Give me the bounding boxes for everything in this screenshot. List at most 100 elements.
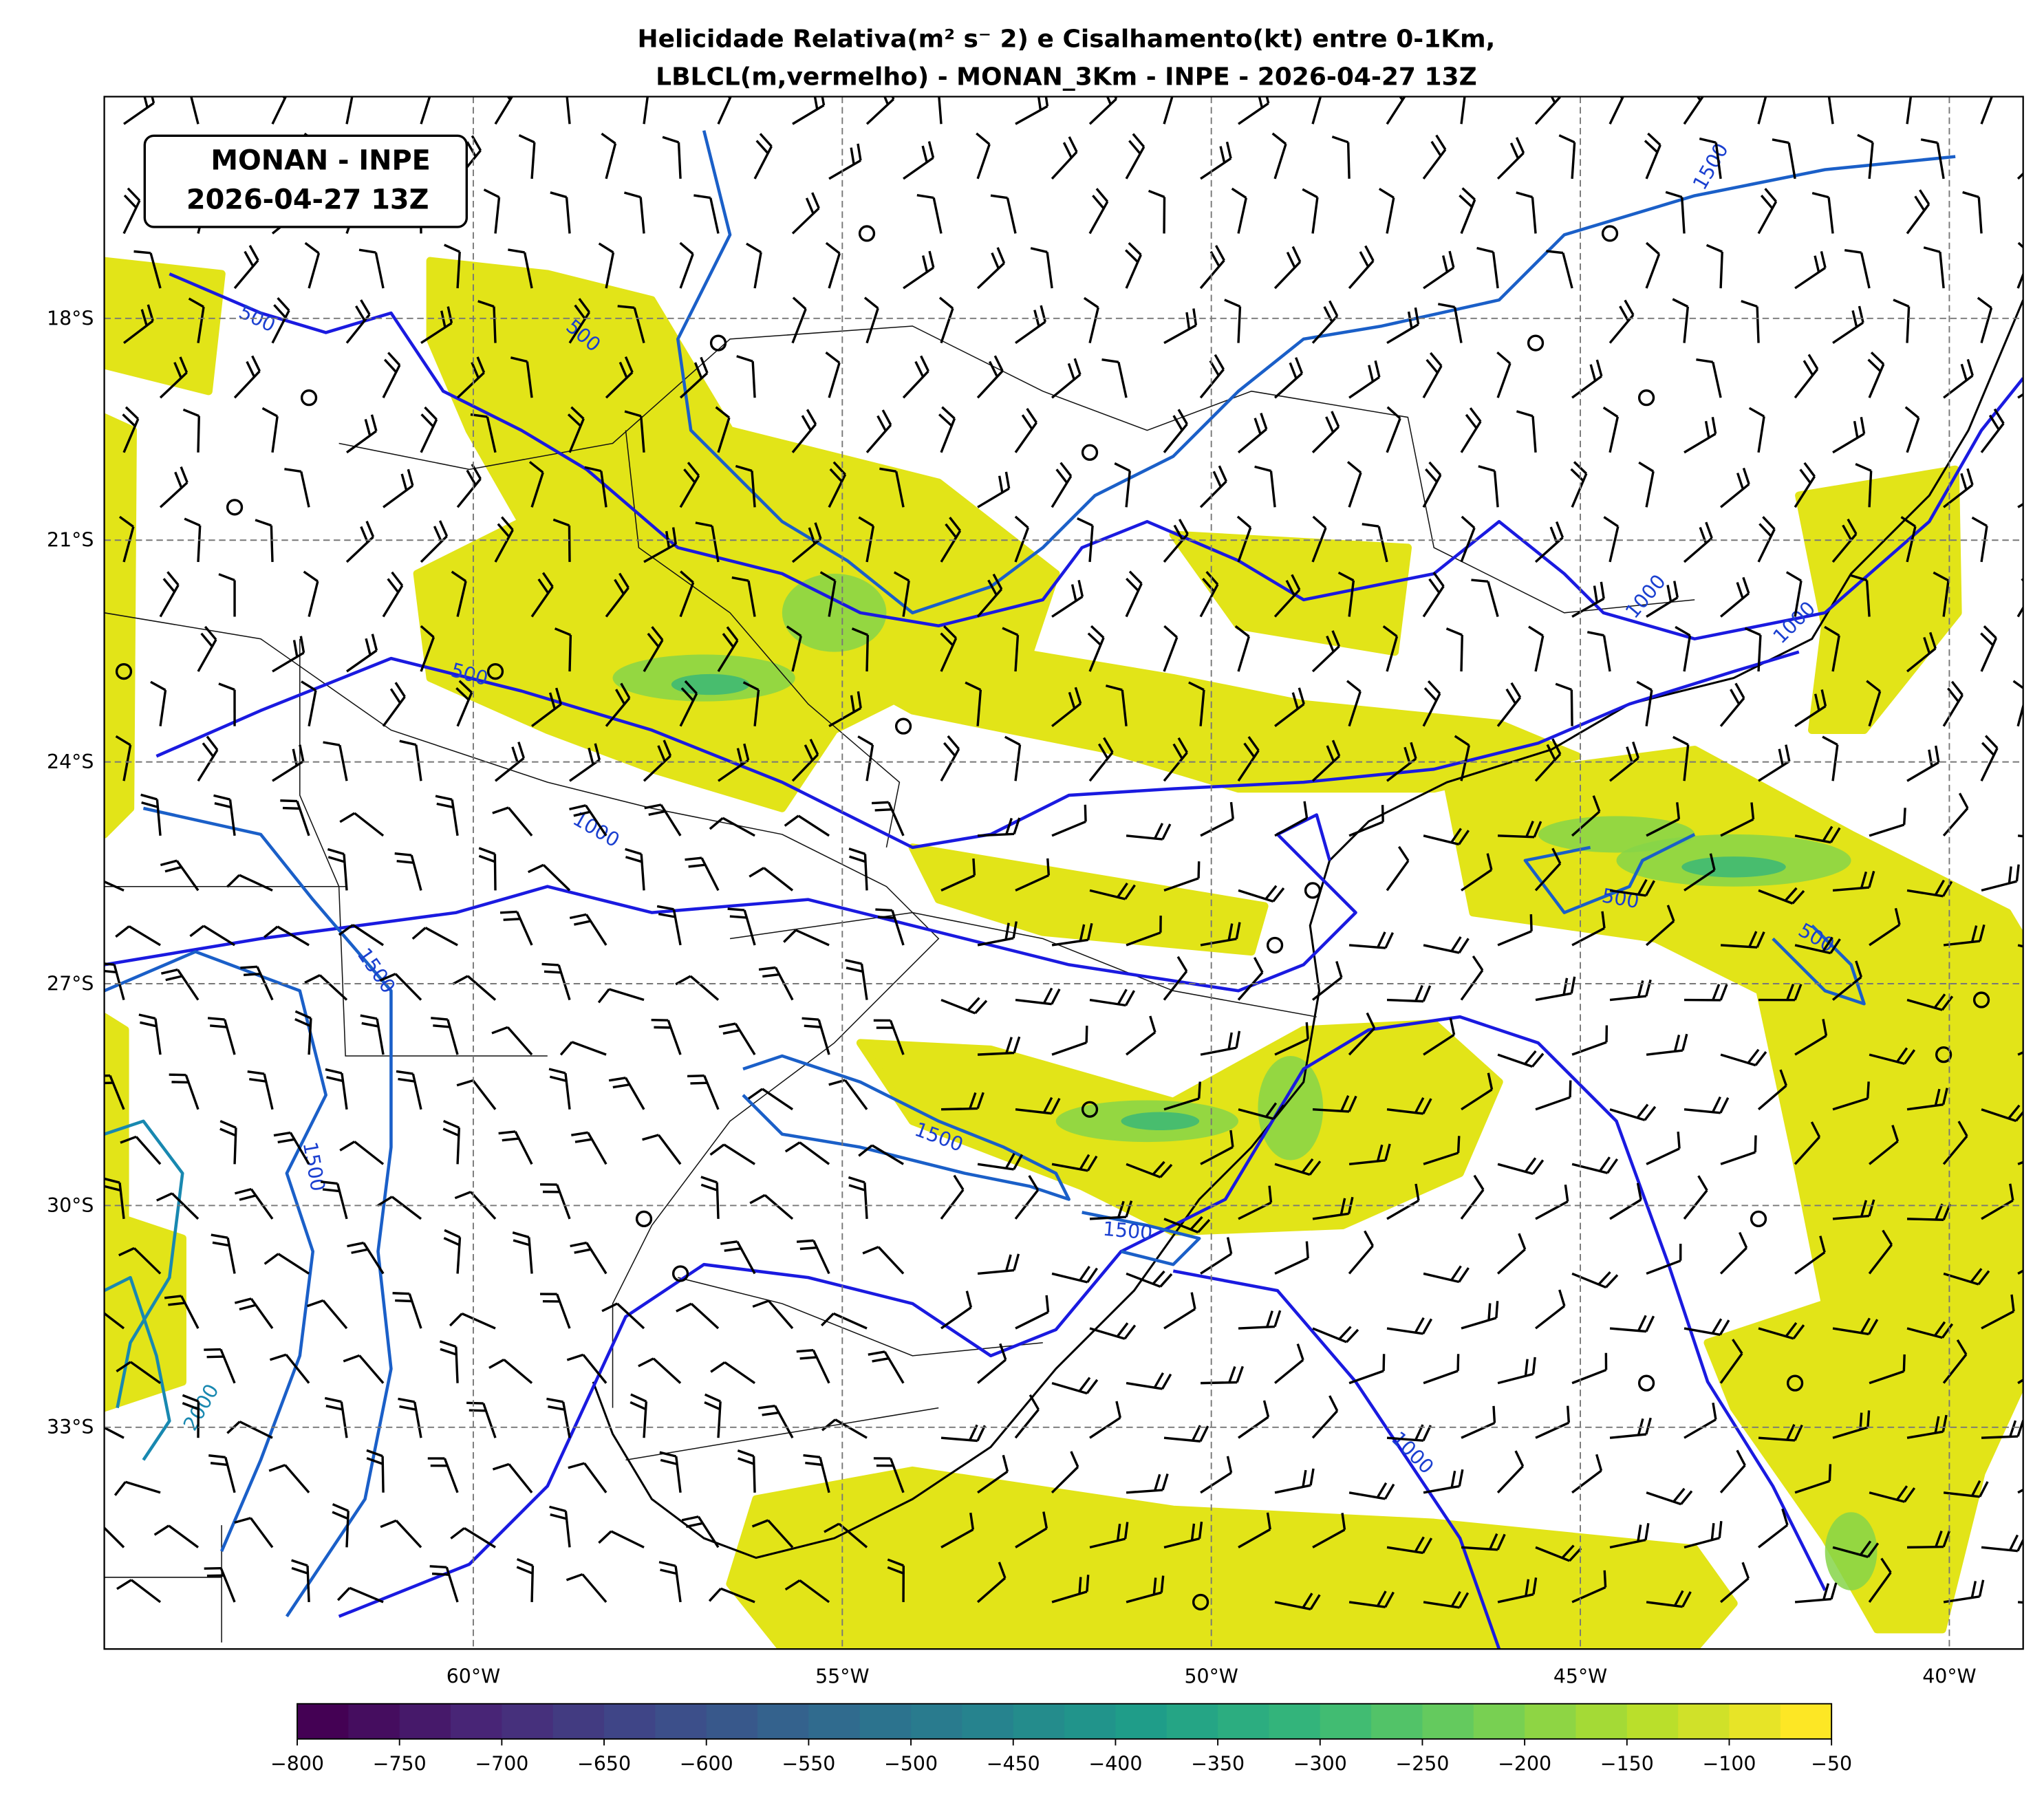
wind-barb bbox=[643, 639, 664, 672]
wind-barb bbox=[1163, 423, 1188, 453]
wind-barb bbox=[118, 515, 134, 528]
wind-barb bbox=[1154, 823, 1164, 839]
wind-barb bbox=[516, 911, 533, 946]
wind-barb bbox=[605, 252, 615, 289]
wind-barb bbox=[1524, 1359, 1529, 1376]
wind-barb bbox=[168, 1302, 186, 1306]
wind-barb bbox=[154, 1018, 162, 1055]
wind-barb bbox=[1832, 1097, 1869, 1111]
wind-barb bbox=[1422, 985, 1432, 1002]
wind-barb bbox=[1510, 682, 1522, 698]
wind-barb bbox=[940, 637, 958, 672]
wind-barb bbox=[1934, 1088, 1941, 1106]
calm-marker bbox=[709, 334, 727, 352]
wind-barb bbox=[1348, 1027, 1375, 1056]
wind-barb bbox=[561, 1401, 571, 1438]
wind-barb bbox=[1309, 1160, 1322, 1176]
wind-barb bbox=[1748, 407, 1765, 418]
annotation: MONAN - INPE bbox=[211, 145, 430, 177]
wind-barb bbox=[1051, 989, 1061, 1005]
wind-barb bbox=[1673, 1590, 1684, 1607]
wind-barb bbox=[1202, 578, 1215, 592]
wind-barb bbox=[502, 1137, 519, 1142]
wind-barb bbox=[1941, 995, 1954, 1011]
wind-barb bbox=[977, 487, 1010, 508]
colorbar-segment bbox=[1575, 1703, 1628, 1739]
wind-barb bbox=[1929, 631, 1937, 649]
wind-barb bbox=[171, 1192, 200, 1220]
wind-barb bbox=[292, 640, 299, 658]
wind-barb bbox=[118, 1182, 125, 1220]
wind-barb bbox=[1199, 259, 1225, 290]
wind-barb bbox=[2012, 680, 2023, 690]
wind-barb bbox=[1758, 1436, 1796, 1442]
wind-barb bbox=[1305, 1241, 1309, 1259]
wind-barb bbox=[1312, 1108, 1350, 1113]
wind-barb bbox=[1214, 354, 1225, 370]
wind-barb bbox=[1106, 96, 1112, 105]
wind-barb bbox=[1487, 1072, 1494, 1090]
wind-barb bbox=[764, 1194, 794, 1220]
wind-barb bbox=[1461, 515, 1476, 529]
wind-barb bbox=[1021, 414, 1033, 430]
wind-barb bbox=[1750, 802, 1755, 820]
wind-barb bbox=[387, 578, 400, 593]
wind-barb bbox=[1602, 635, 1611, 672]
wind-barb bbox=[1681, 1591, 1692, 1608]
wind-barb bbox=[618, 572, 630, 589]
wind-barb bbox=[184, 517, 201, 527]
wind-barb bbox=[151, 96, 155, 104]
wind-barb bbox=[123, 194, 138, 209]
wind-barb bbox=[722, 633, 735, 648]
wind-barb bbox=[1645, 253, 1661, 289]
wind-barb bbox=[1476, 246, 1494, 254]
wind-barb bbox=[726, 626, 739, 642]
wind-barb bbox=[940, 1189, 965, 1220]
wind-barb bbox=[743, 743, 750, 761]
wind-barb bbox=[2015, 864, 2020, 882]
wind-barb bbox=[1068, 136, 1078, 153]
wind-barb bbox=[1051, 1272, 1088, 1284]
wind-barb bbox=[1571, 1041, 1607, 1056]
wind-barb bbox=[1190, 1292, 1196, 1310]
wind-barb bbox=[343, 1354, 360, 1363]
wind-barb bbox=[736, 355, 753, 363]
wind-barb bbox=[976, 370, 1004, 399]
wind-barb bbox=[594, 743, 601, 761]
wind-barb bbox=[1896, 1485, 1908, 1501]
wind-barb bbox=[226, 1238, 236, 1274]
wind-barb bbox=[903, 266, 934, 290]
wind-barb bbox=[1384, 1591, 1395, 1608]
wind-barb bbox=[1785, 1321, 1798, 1337]
wind-barb bbox=[680, 687, 694, 702]
wind-barb bbox=[1571, 1469, 1602, 1494]
wind-barb bbox=[1859, 1540, 1872, 1556]
wind-barb bbox=[2016, 1537, 2023, 1552]
coastline bbox=[592, 299, 2023, 1559]
calm-marker bbox=[226, 499, 244, 516]
wind-barb bbox=[501, 516, 514, 531]
wind-barb bbox=[1868, 691, 1882, 727]
wind-barb bbox=[938, 413, 953, 427]
wind-barb bbox=[1914, 195, 1926, 211]
wind-barb bbox=[239, 874, 273, 892]
wind-barb bbox=[1312, 515, 1327, 529]
colorbar-segment bbox=[1780, 1703, 1833, 1739]
wind-barb bbox=[248, 245, 259, 261]
wind-barb bbox=[568, 311, 591, 344]
colorbar-segment bbox=[297, 1703, 349, 1739]
wind-barb bbox=[828, 580, 837, 617]
wind-barb bbox=[1934, 1416, 1940, 1434]
wind-barb bbox=[1966, 358, 1974, 376]
wind-barb bbox=[1683, 306, 1690, 343]
wind-barb bbox=[1051, 374, 1082, 399]
wind-barb bbox=[565, 197, 571, 234]
wind-barb bbox=[127, 187, 141, 202]
wind-barb bbox=[1531, 1159, 1545, 1175]
wind-barb bbox=[456, 1237, 462, 1274]
wind-barb bbox=[1013, 817, 1021, 834]
wind-barb bbox=[998, 1562, 1007, 1579]
wind-barb bbox=[1906, 1327, 1943, 1339]
wind-barb bbox=[411, 927, 427, 940]
wind-barb bbox=[1754, 1135, 1757, 1153]
